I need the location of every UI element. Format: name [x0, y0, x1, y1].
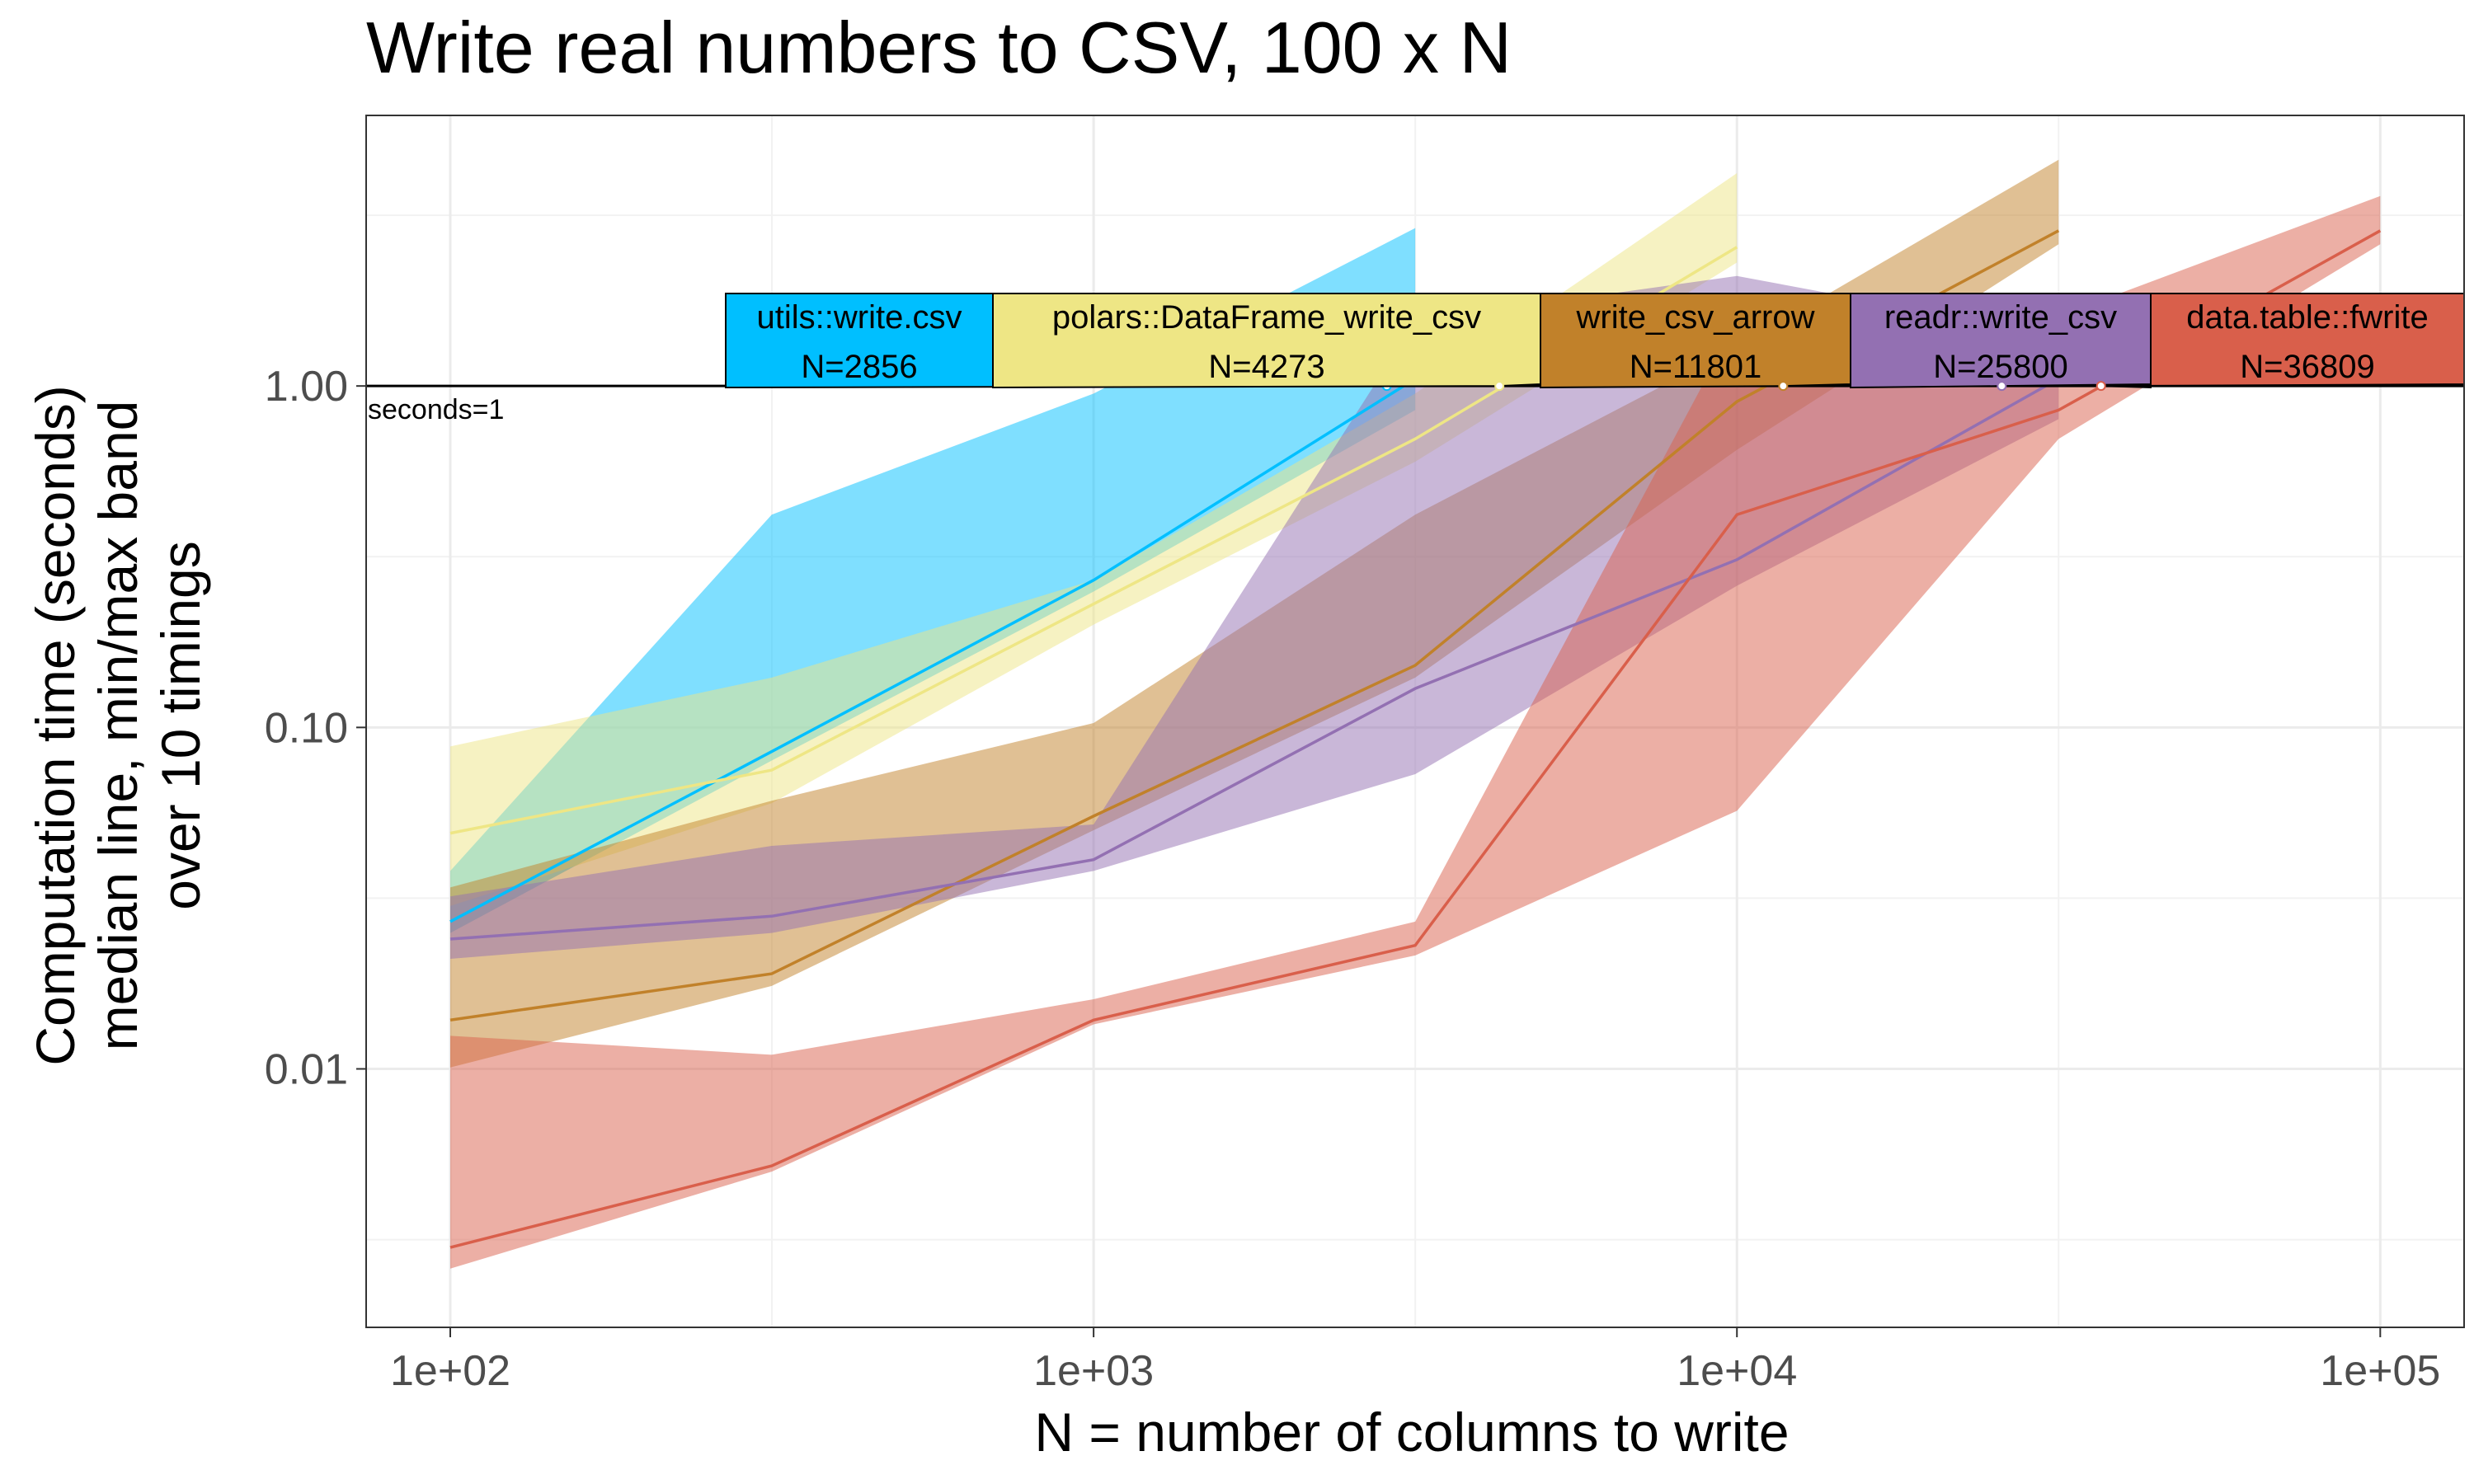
label-anchor-point-data-table-fwrite: [2095, 381, 2106, 392]
x-tick-label: 1e+03: [1033, 1347, 1154, 1395]
x-tick-label: 1e+05: [2320, 1347, 2440, 1395]
y-axis-title-line-1: Computation time (seconds): [25, 385, 86, 1065]
x-tick-label: 1e+02: [390, 1347, 510, 1395]
band-polars-dataframe-write-csv: [450, 173, 1738, 906]
y-tick-label: 1.00: [265, 363, 348, 411]
label-anchor-point-write-csv-arrow: [1778, 381, 1789, 392]
reference-line-label: seconds=1: [368, 394, 504, 425]
band-readr-write-csv: [450, 275, 2059, 960]
direct-label-n-utils-write-csv: N=2856: [801, 349, 917, 385]
direct-label-name-readr-write-csv: readr::write_csv: [1884, 299, 2117, 336]
direct-label-n-readr-write-csv: N=25800: [1933, 349, 2067, 385]
direct-label-n-write-csv-arrow: N=11801: [1630, 349, 1762, 385]
label-anchor-point-readr-write-csv: [1997, 381, 2007, 392]
median-line-utils-write-csv: [449, 377, 1417, 923]
y-axis-title-line-3: over 10 timings: [150, 541, 211, 910]
direct-label-name-data-table-fwrite: data.table::fwrite: [2186, 299, 2429, 336]
y-tick-label: 0.01: [265, 1045, 348, 1093]
x-tick-label: 1e+04: [1677, 1347, 1797, 1395]
direct-label-box-polars-dataframe-write-csv: [992, 293, 1541, 389]
direct-label-n-data-table-fwrite: N=36809: [2240, 349, 2374, 385]
direct-label-box-readr-write-csv: [1850, 293, 2152, 389]
chart-title: Write real numbers to CSV, 100 x N: [366, 7, 1512, 88]
band-layer: [450, 159, 2381, 1269]
median-line-readr-write-csv: [449, 377, 2060, 941]
y-axis-title: Computation time (seconds) median line, …: [25, 385, 211, 1065]
median-line-data-table-fwrite: [449, 229, 2382, 1249]
label-anchor-point-polars-dataframe-write-csv: [1494, 381, 1505, 392]
direct-label-name-utils-write-csv: utils::write.csv: [757, 299, 962, 336]
direct-label-box-write-csv-arrow: [1540, 293, 1851, 389]
band-data-table-fwrite: [450, 195, 2381, 1269]
y-axis-title-line-2: median line, min/max band: [87, 401, 148, 1051]
direct-label-name-polars-dataframe-write-csv: polars::DataFrame_write_csv: [1052, 299, 1481, 336]
y-tick-label: 0.10: [265, 704, 348, 752]
direct-label-n-polars-dataframe-write-csv: N=4273: [1208, 349, 1324, 385]
direct-label-name-write-csv-arrow: write_csv_arrow: [1576, 299, 1815, 336]
direct-label-box-data-table-fwrite: [2100, 293, 2465, 389]
x-axis-title: N = number of columns to write: [1034, 1402, 1789, 1463]
panel-border: [365, 115, 2465, 1328]
tick-layer: 1e+02 1e+03 1e+04 1e+05 0.01 0.10 1.00: [265, 363, 2441, 1395]
